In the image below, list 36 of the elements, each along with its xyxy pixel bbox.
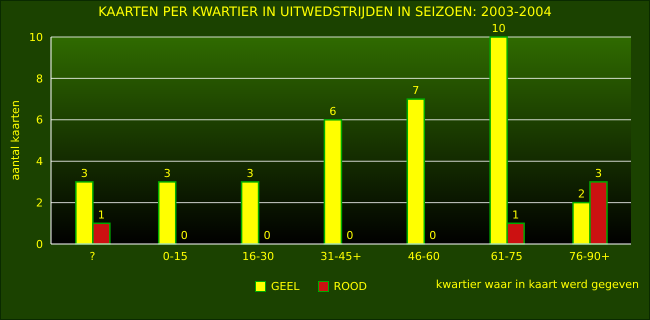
x-tick-label: ? xyxy=(90,250,96,263)
y-tick-label: 2 xyxy=(36,196,43,210)
x-tick-label: 76-90+ xyxy=(568,250,610,263)
data-label: 3 xyxy=(595,166,602,180)
y-tick-label: 8 xyxy=(36,72,43,86)
data-label: 3 xyxy=(246,166,254,180)
bar xyxy=(240,181,260,245)
data-label: 2 xyxy=(578,188,585,201)
chart-title: KAARTEN PER KWARTIER IN UITWEDSTRIJDEN IN SEIZOEN: 2003-2004 xyxy=(97,4,553,22)
data-label: 0 xyxy=(264,229,271,242)
y-tick-label: 6 xyxy=(36,114,43,127)
data-label: 0 xyxy=(346,229,354,242)
bar xyxy=(158,181,176,245)
data-label: 3 xyxy=(164,166,171,180)
y-tick-label: 10 xyxy=(29,30,43,44)
x-axis-title: kwartier waar in kaart werd gegeven xyxy=(436,278,640,291)
data-label: 7 xyxy=(412,84,420,98)
y-tick-label: 4 xyxy=(36,155,43,168)
data-label: 1 xyxy=(512,208,520,222)
data-label: 6 xyxy=(329,104,336,118)
data-label: 1 xyxy=(98,208,105,222)
data-label: 10 xyxy=(492,22,506,35)
x-tick-label: 0-15 xyxy=(162,250,188,263)
data-label: 3 xyxy=(80,166,88,180)
x-tick-label: 31-45+ xyxy=(320,250,362,263)
y-axis-title: aantal kaarten xyxy=(8,100,22,180)
data-label: 0 xyxy=(429,229,436,242)
legend-label: ROOD xyxy=(334,280,367,293)
data-label: 0 xyxy=(180,229,188,242)
y-tick-label: 0 xyxy=(36,238,43,251)
x-tick-label: 16-30 xyxy=(242,250,274,263)
x-tick-label: 61-75 xyxy=(490,250,523,263)
legend-label: GEEL xyxy=(271,280,300,293)
bar xyxy=(324,119,342,245)
bar xyxy=(406,98,426,245)
x-tick-label: 46-60 xyxy=(408,250,440,263)
